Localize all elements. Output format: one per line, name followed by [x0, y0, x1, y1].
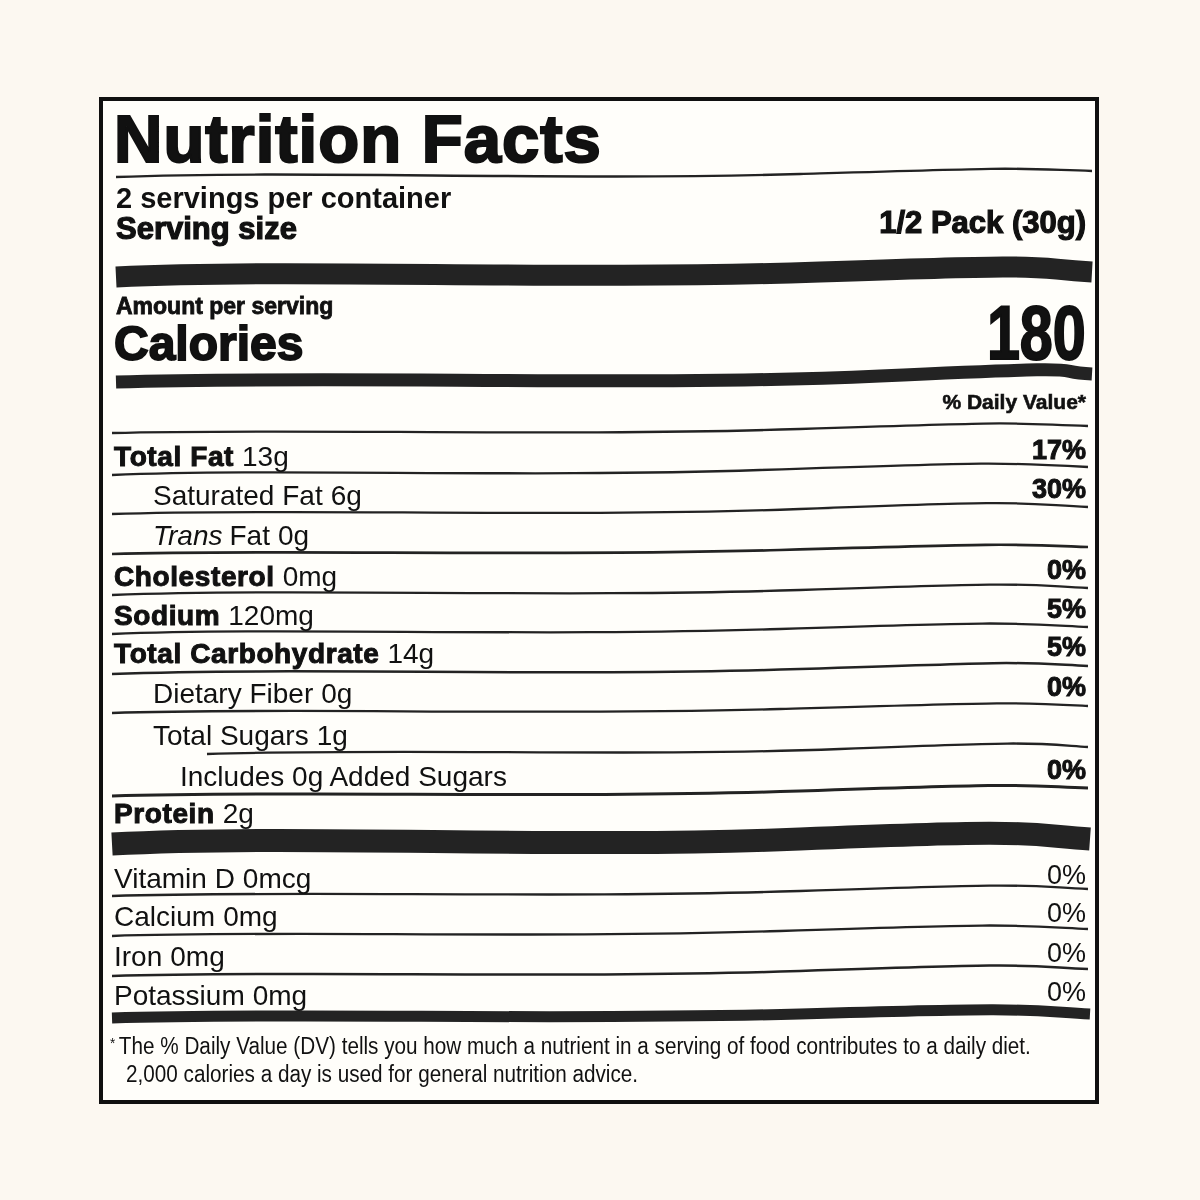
- nutrient-amount: 0mcg: [243, 863, 311, 894]
- thick-bar-protein: [112, 833, 1090, 844]
- nutrient-dv: 0%: [1047, 979, 1086, 1007]
- nutrient-amount: 0g: [321, 678, 352, 709]
- amount-per-serving: Amount per serving: [116, 295, 333, 318]
- nutrient-name: Sodium: [114, 600, 220, 631]
- footnote-marker: *: [110, 1034, 115, 1051]
- serving-size-value: 1/2 Pack (30g): [879, 207, 1086, 238]
- nutrient-amount: 13g: [242, 441, 289, 472]
- servings-per-container: 2 servings per container: [116, 184, 451, 213]
- nutrient-name: Calcium: [114, 901, 215, 932]
- nutrient-amount: 2g: [223, 798, 254, 829]
- nutrient-name: Total Fat: [114, 441, 234, 472]
- nutrient-row-protein: Protein 2g: [114, 800, 1086, 828]
- nutrient-amount: 0mg: [223, 901, 277, 932]
- label-title: Nutrition Facts: [114, 105, 602, 172]
- calories-value: 180: [987, 295, 1086, 371]
- nutrient-dv: 0%: [1047, 557, 1086, 585]
- nutrient-name: Vitamin D: [114, 863, 235, 894]
- micronutrient-row-vitamin-d: Vitamin D 0mcg 0%: [114, 865, 1086, 893]
- nutrient-dv: 17%: [1032, 437, 1086, 465]
- nutrient-name: Total Carbohydrate: [114, 638, 379, 669]
- micronutrient-row-calcium: Calcium 0mg 0%: [114, 903, 1086, 931]
- nutrient-dv: 5%: [1047, 596, 1086, 624]
- nutrient-dv: 0%: [1047, 900, 1086, 928]
- nutrient-amount: 120mg: [228, 600, 314, 631]
- nutrient-amount: 1g: [317, 720, 348, 751]
- nutrient-dv: 0%: [1047, 674, 1086, 702]
- nutrient-row-trans-fat: TransFat 0g: [114, 522, 1086, 550]
- nutrition-facts-label: Nutrition Facts 2 servings per container…: [0, 0, 1200, 1200]
- nutrient-amount: 14g: [387, 638, 434, 669]
- nutrient-amount: 0mg: [170, 941, 224, 972]
- nutrient-row-saturated-fat: Saturated Fat6g 30%: [114, 482, 1086, 510]
- daily-value-header: % Daily Value*: [942, 391, 1086, 412]
- nutrient-dv: 0%: [1047, 940, 1086, 968]
- nutrient-name: Potassium: [114, 980, 245, 1011]
- nutrient-name-italic: Trans: [153, 520, 223, 551]
- nutrient-dv: 5%: [1047, 634, 1086, 662]
- nutrient-name: Fat: [230, 520, 270, 551]
- thick-bar-serving: [116, 267, 1092, 277]
- nutrient-name: Total Sugars: [153, 720, 309, 751]
- serving-size-label: Serving size: [116, 213, 297, 244]
- nutrient-amount: 6g: [331, 480, 362, 511]
- nutrient-dv: 30%: [1032, 476, 1086, 504]
- footnote-line-1: *The % Daily Value (DV) tells you how mu…: [110, 1033, 1031, 1060]
- nutrient-name: Cholesterol: [114, 561, 275, 592]
- nutrient-row-added-sugars: Includes 0g Added Sugars 0%: [114, 763, 1086, 791]
- nutrient-row-total-sugars: Total Sugars 1g: [114, 722, 1086, 750]
- nutrient-amount: 0g: [278, 520, 309, 551]
- calories-label: Calories: [114, 320, 303, 368]
- nutrient-name: Includes 0g Added Sugars: [180, 761, 507, 792]
- micronutrient-row-potassium: Potassium 0mg 0%: [114, 982, 1086, 1010]
- micronutrient-row-iron: Iron 0mg 0%: [114, 943, 1086, 971]
- nutrient-dv: 0%: [1047, 757, 1086, 785]
- nutrient-row-dietary-fiber: Dietary Fiber0g 0%: [114, 680, 1086, 708]
- nutrient-name: Dietary Fiber: [153, 678, 313, 709]
- nutrient-row-total-fat: Total Fat13g 17%: [114, 443, 1086, 471]
- nutrient-name: Protein: [114, 798, 215, 829]
- footnote-line-2: 2,000 calories a day is used for general…: [126, 1061, 638, 1088]
- nutrient-amount: 0mg: [283, 561, 337, 592]
- nutrient-name: Saturated Fat: [153, 480, 323, 511]
- nutrient-row-sodium: Sodium120mg 5%: [114, 602, 1086, 630]
- nutrient-dv: 0%: [1047, 862, 1086, 890]
- nutrient-row-total-carbohydrate: Total Carbohydrate14g 5%: [114, 640, 1086, 668]
- nutrient-amount: 0mg: [253, 980, 307, 1011]
- nutrient-row-cholesterol: Cholesterol0mg 0%: [114, 563, 1086, 591]
- nutrient-name: Iron: [114, 941, 162, 972]
